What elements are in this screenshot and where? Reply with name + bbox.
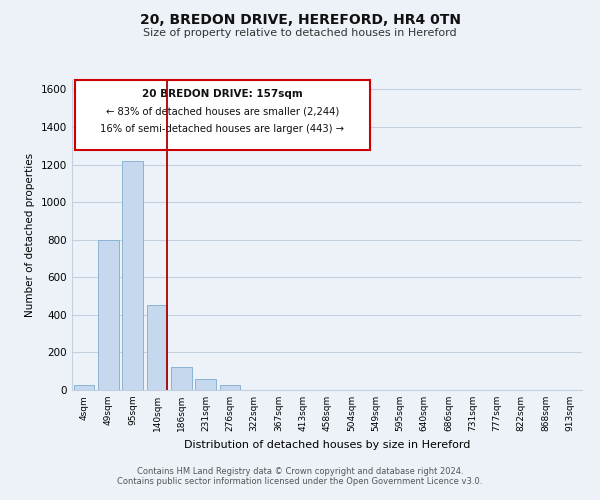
Text: Size of property relative to detached houses in Hereford: Size of property relative to detached ho… (143, 28, 457, 38)
Y-axis label: Number of detached properties: Number of detached properties (25, 153, 35, 317)
Bar (171, 368, 191, 390)
X-axis label: Distribution of detached houses by size in Hereford: Distribution of detached houses by size … (184, 440, 470, 450)
FancyBboxPatch shape (74, 80, 370, 150)
Text: ← 83% of detached houses are smaller (2,244): ← 83% of detached houses are smaller (2,… (106, 107, 339, 117)
Text: 20 BREDON DRIVE: 157sqm: 20 BREDON DRIVE: 157sqm (142, 90, 303, 100)
Text: 20, BREDON DRIVE, HEREFORD, HR4 0TN: 20, BREDON DRIVE, HEREFORD, HR4 0TN (139, 12, 461, 26)
Text: Contains public sector information licensed under the Open Government Licence v3: Contains public sector information licen… (118, 477, 482, 486)
Text: Contains HM Land Registry data © Crown copyright and database right 2024.: Contains HM Land Registry data © Crown c… (137, 467, 463, 476)
Bar (74, 386, 94, 390)
Text: 16% of semi-detached houses are larger (443) →: 16% of semi-detached houses are larger (… (100, 124, 344, 134)
Bar (195, 378, 216, 390)
Bar (146, 306, 167, 390)
Bar (220, 386, 240, 390)
Bar (122, 161, 143, 390)
Bar (98, 240, 119, 390)
